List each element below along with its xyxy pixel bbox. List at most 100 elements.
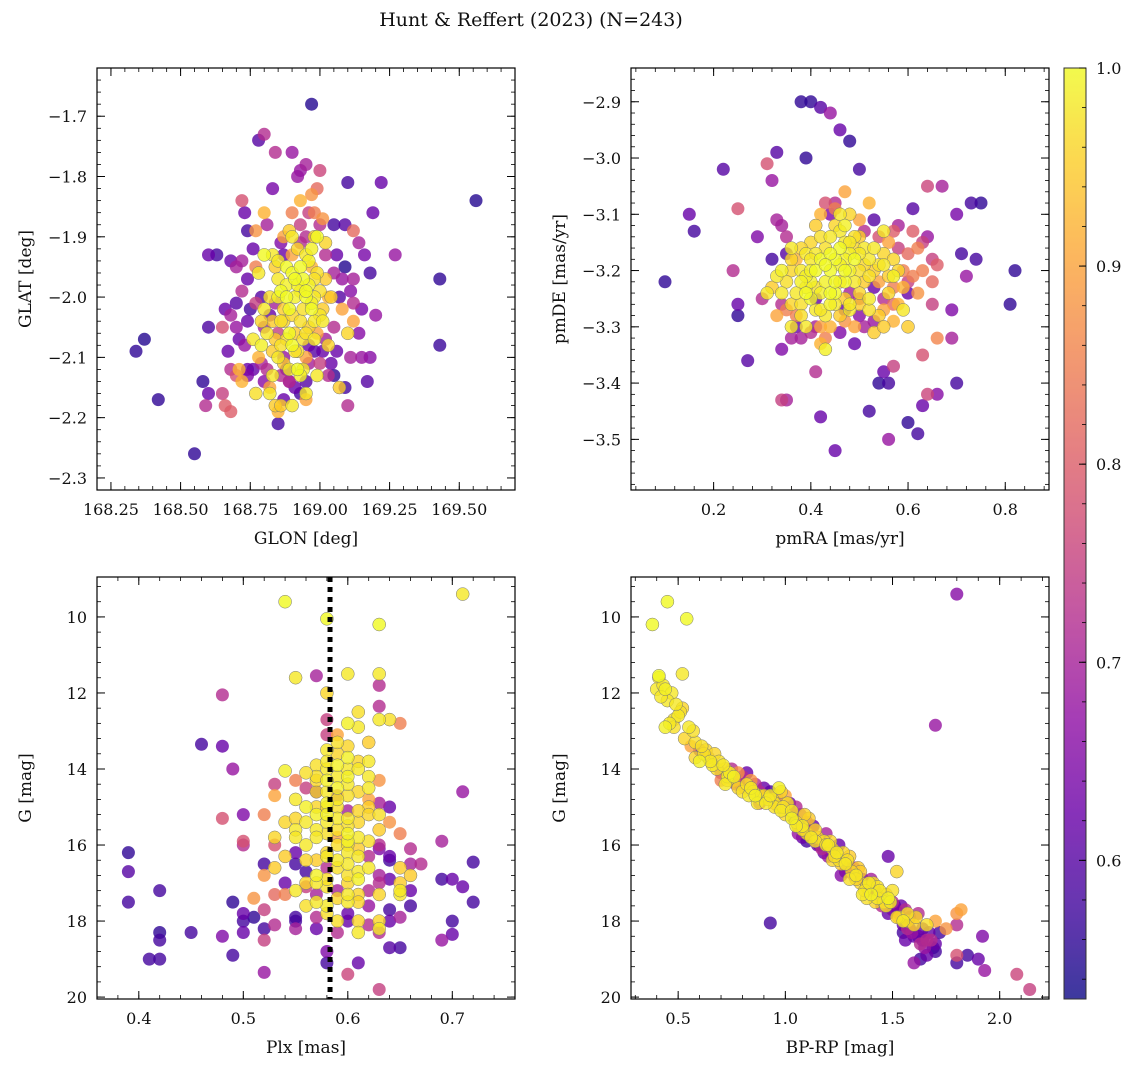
data-point [372, 667, 386, 681]
data-point [828, 444, 842, 458]
panel-bprp-g: 0.5 1.0 1.5 2.0 10 12 14 16 18 20 BP-RP [mag] G [ma… [550, 576, 1050, 1058]
data-point [257, 868, 271, 882]
data-point [901, 416, 915, 429]
data-point [361, 781, 376, 795]
data-point [268, 145, 282, 159]
data-point [971, 952, 985, 966]
data-point [299, 158, 313, 171]
y-tick-label: 10 [67, 608, 87, 627]
data-point [455, 587, 470, 601]
axis-ticks: 0.4 0.5 0.6 0.7 10 12 14 16 18 20 [67, 577, 515, 1028]
data-point [658, 682, 673, 696]
data-point [669, 697, 683, 712]
data-point [351, 925, 366, 940]
data-point [466, 855, 480, 869]
data-point [838, 218, 852, 233]
data-point [196, 375, 210, 388]
data-point [121, 846, 135, 860]
data-point [974, 196, 988, 210]
panel-glon-glat: 168.25 168.50 168.75 169.00 169.25 169.50 −2.3… [16, 67, 516, 549]
data-point [372, 983, 386, 996]
data-point [254, 338, 269, 353]
x-axis-label: Plx [mas] [266, 1038, 346, 1058]
data-point [731, 202, 745, 216]
x-tick-label: 0.6 [335, 1009, 360, 1028]
data-point [645, 617, 660, 632]
data-point [129, 344, 143, 358]
data-point [404, 857, 417, 871]
data-point [911, 241, 925, 255]
data-point [285, 145, 299, 159]
data-point [945, 303, 959, 317]
data-point [241, 314, 254, 328]
data-point [414, 857, 428, 871]
data-point [188, 447, 201, 461]
data-point [252, 350, 266, 364]
data-point [916, 264, 930, 278]
data-point [224, 405, 238, 419]
data-point [862, 269, 876, 283]
data-point [257, 127, 271, 141]
data-point [366, 206, 380, 220]
y-axis-label: GLAT [deg] [16, 230, 36, 328]
data-point [362, 899, 376, 913]
x-tick-label: 0.4 [126, 1009, 151, 1028]
data-point [226, 948, 240, 962]
data-point [341, 326, 355, 341]
data-point [346, 224, 360, 238]
data-point [299, 781, 313, 795]
data-point [907, 956, 921, 970]
figure-title: Hunt & Reffert (2023) (N=243) [379, 9, 683, 31]
colorbar-tick-label: 0.6 [1096, 851, 1121, 870]
data-point [814, 320, 828, 334]
data-point [372, 773, 386, 787]
x-axis-label: BP-RP [mag] [786, 1038, 895, 1058]
x-tick-label: 0.6 [895, 500, 920, 519]
data-point [299, 766, 313, 780]
data-point [925, 275, 939, 289]
y-tick-label: −1.8 [48, 168, 87, 187]
data-point [435, 872, 449, 886]
data-point [236, 926, 250, 939]
data-point [930, 258, 944, 272]
data-point [289, 846, 303, 860]
data-point [660, 594, 675, 609]
data-point [750, 230, 764, 244]
data-point [950, 948, 964, 962]
data-point [887, 359, 900, 373]
data-point [760, 157, 774, 171]
data-point [351, 705, 366, 719]
data-point [215, 739, 229, 753]
x-tick-label: 0.4 [798, 500, 823, 519]
data-point [257, 965, 271, 979]
data-point [833, 326, 847, 339]
data-point [393, 827, 407, 841]
data-point [235, 375, 249, 388]
data-point [920, 933, 934, 947]
data-point [964, 196, 978, 210]
data-point [961, 948, 974, 962]
data-point [1008, 264, 1022, 278]
data-point [282, 326, 297, 341]
data-point [950, 587, 964, 601]
data-point [372, 823, 386, 837]
y-tick-label: −1.9 [48, 228, 87, 247]
y-tick-label: −2.9 [582, 93, 621, 112]
data-point [235, 194, 249, 208]
data-point [320, 612, 334, 626]
y-tick-label: 20 [601, 988, 621, 1007]
data-point [890, 864, 904, 879]
data-point [780, 230, 793, 244]
data-point [784, 331, 798, 345]
colorbar-ticks: 0.6 0.7 0.8 0.9 1.0 [1079, 59, 1121, 980]
data-point [404, 884, 417, 898]
data-point [731, 309, 745, 323]
data-point [307, 332, 322, 347]
data-point [305, 188, 319, 202]
data-point [760, 286, 774, 300]
data-point [202, 387, 215, 400]
data-point [383, 914, 397, 928]
data-point [142, 952, 156, 966]
data-point [288, 883, 303, 898]
data-point [372, 887, 386, 902]
